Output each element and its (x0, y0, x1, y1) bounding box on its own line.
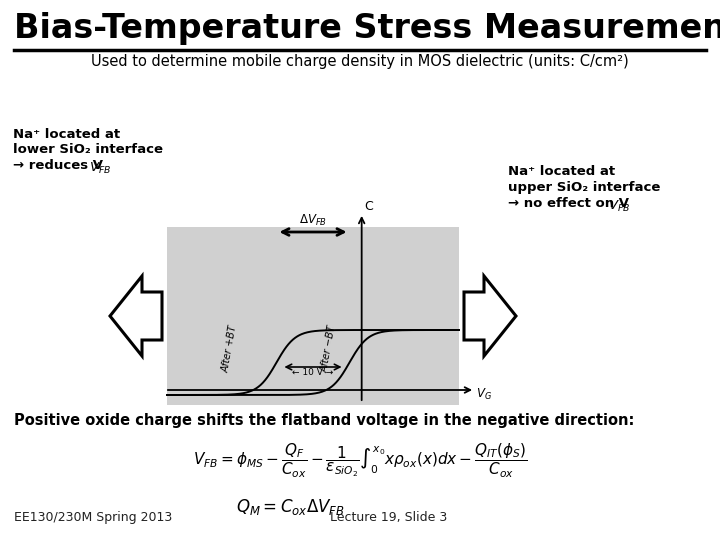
FancyBboxPatch shape (167, 227, 459, 405)
Text: $\Delta V_{FB}$: $\Delta V_{FB}$ (299, 213, 327, 228)
Text: ← 10 V →: ← 10 V → (292, 368, 333, 377)
Text: C: C (364, 200, 374, 213)
Text: lower SiO₂ interface: lower SiO₂ interface (13, 143, 163, 156)
Text: $V_{FB} = \phi_{MS} - \dfrac{Q_F}{C_{ox}} - \dfrac{1}{\varepsilon_{SiO_2}}\int_0: $V_{FB} = \phi_{MS} - \dfrac{Q_F}{C_{ox}… (192, 442, 528, 481)
Text: Positive oxide charge shifts the flatband voltage in the negative direction:: Positive oxide charge shifts the flatban… (14, 413, 634, 428)
Text: Lecture 19, Slide 3: Lecture 19, Slide 3 (330, 511, 447, 524)
Text: EE130/230M Spring 2013: EE130/230M Spring 2013 (14, 511, 172, 524)
Text: Used to determine mobile charge density in MOS dielectric (units: C/cm²): Used to determine mobile charge density … (91, 54, 629, 69)
Text: $Q_M = C_{ox}\Delta V_{FB}$: $Q_M = C_{ox}\Delta V_{FB}$ (235, 497, 344, 517)
Text: $V_G$: $V_G$ (476, 387, 492, 402)
Text: $V_{FB}$: $V_{FB}$ (608, 199, 630, 214)
Polygon shape (464, 276, 516, 356)
Text: $V_{FB}$: $V_{FB}$ (89, 161, 111, 176)
Text: Na⁺ located at: Na⁺ located at (13, 128, 120, 141)
Text: upper SiO₂ interface: upper SiO₂ interface (508, 181, 660, 194)
Text: → reduces V: → reduces V (13, 159, 103, 172)
Text: After +BT: After +BT (221, 324, 239, 373)
Text: Bias-Temperature Stress Measurement: Bias-Temperature Stress Measurement (14, 12, 720, 45)
Text: After −BT: After −BT (320, 324, 338, 373)
Text: Na⁺ located at: Na⁺ located at (508, 165, 615, 178)
Text: → no effect on V: → no effect on V (508, 197, 629, 210)
Polygon shape (110, 276, 162, 356)
